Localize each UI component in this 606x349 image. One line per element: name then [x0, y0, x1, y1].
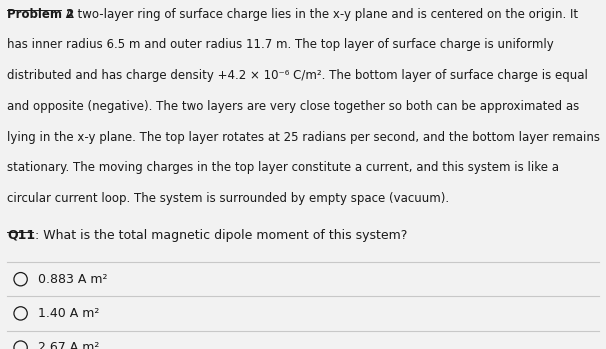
Text: circular current loop. The system is surrounded by empty space (vacuum).: circular current loop. The system is sur… — [7, 192, 450, 205]
Text: has inner radius 6.5 m and outer radius 11.7 m. The top layer of surface charge : has inner radius 6.5 m and outer radius … — [7, 38, 554, 51]
Text: 1.40 A m²: 1.40 A m² — [38, 307, 99, 320]
Text: 0.883 A m²: 0.883 A m² — [38, 273, 107, 286]
Text: A two-layer ring of surface charge lies in the x-y plane and is centered on the : A two-layer ring of surface charge lies … — [62, 8, 579, 21]
Text: and opposite (negative). The two layers are very close together so both can be a: and opposite (negative). The two layers … — [7, 100, 579, 113]
Text: distributed and has charge density +4.2 × 10⁻⁶ C/m². The bottom layer of surface: distributed and has charge density +4.2 … — [7, 69, 588, 82]
Text: : What is the total magnetic dipole moment of this system?: : What is the total magnetic dipole mome… — [35, 229, 407, 242]
Text: lying in the x-y plane. The top layer rotates at 25 radians per second, and the : lying in the x-y plane. The top layer ro… — [7, 131, 601, 143]
Text: stationary. The moving charges in the top layer constitute a current, and this s: stationary. The moving charges in the to… — [7, 161, 559, 174]
Text: Problem 2: Problem 2 — [7, 8, 75, 21]
Text: Q11: Q11 — [7, 229, 35, 242]
Text: 2.67 A m²: 2.67 A m² — [38, 341, 99, 349]
